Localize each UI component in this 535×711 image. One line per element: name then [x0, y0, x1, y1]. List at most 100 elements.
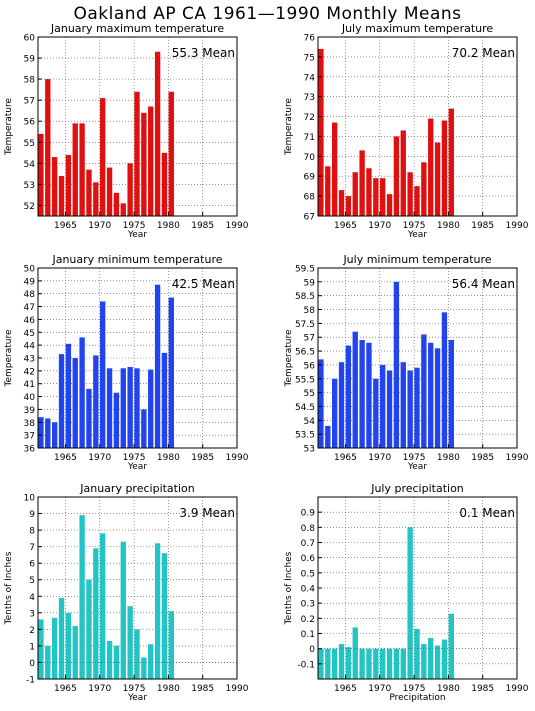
bar-1971: [386, 194, 393, 216]
bar-1980: [168, 611, 174, 679]
bar-1976: [421, 644, 427, 679]
bar-1961: [38, 417, 44, 448]
x-tick-label: 1980: [157, 684, 180, 694]
y-tick-label: 75: [304, 53, 315, 63]
y-tick-label: 7: [29, 543, 35, 553]
y-tick-label: 59: [304, 278, 316, 288]
bar-1980: [448, 108, 454, 216]
chart-january-precipitation: January precipitation -1 0 1 2 3 4 5 6 7 8 9 10 1965 1…: [4, 482, 249, 703]
y-axis-label: Tenths of Inches: [4, 551, 14, 625]
y-tick-label: 40: [24, 393, 36, 403]
y-tick-label: 56.5: [295, 348, 315, 358]
bar-1968: [366, 648, 372, 679]
bar-1972: [393, 136, 400, 216]
bar-1971: [106, 368, 113, 448]
x-tick-label: 1980: [437, 453, 460, 463]
y-tick-label: 5: [29, 576, 35, 586]
bar-1977: [428, 638, 434, 679]
chart-july-max-temperature: July maximum temperature 67 68 69 70 71 72 73 74…: [284, 22, 529, 240]
plot-frame: [37, 36, 238, 217]
x-tick-label: 1965: [54, 221, 77, 231]
bar-1972: [113, 192, 120, 216]
x-axis-label: Year: [127, 462, 147, 472]
bar-1976: [141, 657, 147, 679]
bar-1969: [373, 648, 379, 679]
bar-1969: [373, 178, 379, 216]
y-tick-label: 0.4: [301, 585, 316, 595]
y-tick-label: 0: [309, 645, 315, 655]
mean-label: 55.3 Mean: [172, 46, 235, 60]
bar-1973: [120, 368, 126, 448]
bar-1964: [338, 362, 345, 448]
bar-1969: [93, 182, 99, 216]
bar-1973: [120, 541, 126, 679]
bar-1973: [400, 130, 406, 216]
bar-1973: [400, 648, 406, 679]
bar-1962: [325, 648, 331, 679]
bar-1979: [441, 639, 448, 679]
y-tick-label: 9: [29, 510, 35, 520]
y-tick-label: 47: [24, 303, 35, 313]
y-tick-label: 57: [24, 97, 35, 107]
bar-1963: [331, 378, 338, 448]
x-tick-label: 1985: [191, 221, 214, 231]
bar-1971: [106, 640, 113, 679]
x-tick-label: 1985: [191, 684, 214, 694]
bar-1979: [441, 120, 448, 216]
x-tick-label: 1965: [334, 221, 357, 231]
mean-label: 42.5 Mean: [172, 277, 235, 291]
chart-title: January precipitation: [79, 482, 195, 495]
y-tick-label: 0.9: [301, 509, 316, 519]
bar-1964: [58, 175, 65, 216]
x-tick-label: 1970: [88, 684, 111, 694]
y-tick-label: 60: [24, 34, 36, 44]
bar-1969: [93, 548, 99, 679]
bar-1977: [428, 118, 434, 216]
bar-1966: [352, 627, 358, 679]
y-tick-label: 0.6: [301, 554, 316, 564]
bar-1970: [100, 533, 106, 679]
bar-1973: [400, 362, 406, 448]
y-tick-label: 74: [304, 73, 316, 83]
bar-1963: [51, 617, 58, 679]
y-tick-label: 44: [24, 342, 36, 352]
bar-1980: [448, 613, 454, 679]
bar-1965: [345, 345, 352, 448]
bar-1979: [161, 152, 168, 216]
bar-1963: [331, 122, 338, 216]
y-tick-label: 0.5: [301, 569, 315, 579]
y-tick-label: 37: [24, 432, 35, 442]
x-tick-label: 1980: [437, 684, 460, 694]
bar-1964: [338, 644, 345, 679]
bar-1963: [51, 157, 58, 216]
x-tick-label: 1965: [54, 453, 77, 463]
mean-label: 70.2 Mean: [452, 46, 515, 60]
bar-1972: [393, 281, 400, 448]
x-tick-label: 1980: [157, 453, 180, 463]
bar-1977: [148, 644, 154, 679]
x-tick-label: 1975: [123, 453, 146, 463]
bar-1961: [38, 133, 44, 216]
x-tick-label: 1970: [368, 684, 391, 694]
bar-1980: [168, 91, 174, 216]
bar-1962: [45, 79, 51, 216]
y-tick-label: 68: [304, 193, 316, 203]
bar-1970: [100, 98, 106, 216]
y-tick-label: 58: [304, 306, 316, 316]
y-tick-label: 69: [304, 173, 316, 183]
bar-1979: [441, 312, 448, 448]
y-tick-label: 48: [24, 290, 36, 300]
bar-1965: [65, 612, 72, 679]
bar-1968: [366, 342, 372, 448]
y-tick-label: 0.8: [301, 524, 316, 534]
bar-1966: [352, 172, 358, 216]
bar-1961: [318, 359, 324, 448]
bar-1977: [148, 369, 154, 448]
y-tick-label: 59.5: [295, 265, 315, 275]
bar-1979: [161, 553, 168, 679]
bar-1975: [414, 186, 420, 216]
y-tick-label: 3: [29, 609, 35, 619]
y-tick-label: 54.5: [295, 403, 315, 413]
y-axis-label: Temperature: [284, 329, 294, 387]
bar-1962: [45, 418, 51, 448]
